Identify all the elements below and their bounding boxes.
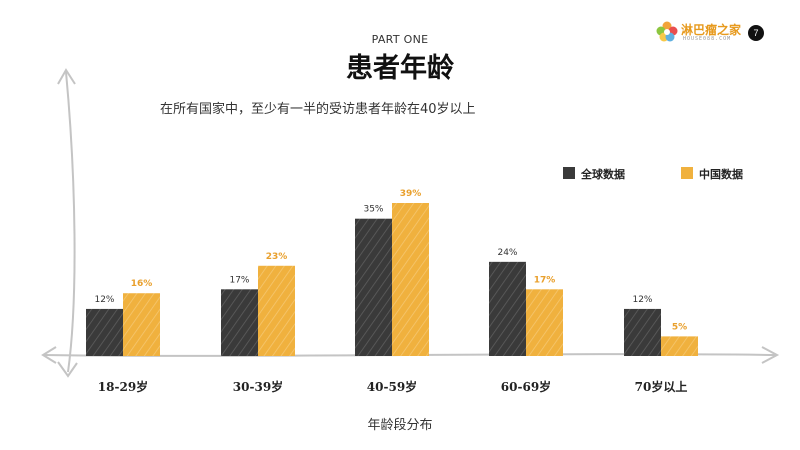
logo-tagline: HOUSE088.COM — [683, 36, 732, 42]
x-tick-label-5: 70岁以上 — [635, 379, 688, 394]
page-subtitle: 在所有国家中，至少有一半的受访患者年龄在40岁以上 — [160, 102, 476, 117]
data-label-china-3: 39% — [400, 189, 422, 199]
bar-china-1 — [123, 293, 160, 356]
y-axis-arrow-bottom — [57, 361, 78, 378]
logo-flower-icon — [656, 21, 678, 42]
x-axis-arrow-right — [761, 346, 780, 364]
data-label-china-5: 5% — [672, 322, 687, 332]
data-label-china-1: 16% — [131, 279, 153, 289]
brand-logo: 淋巴瘤之家 HOUSE088.COM — [656, 20, 766, 46]
data-label-global-5: 12% — [632, 295, 652, 305]
x-axis-label: 年龄段分布 — [367, 418, 433, 433]
bar-global-4 — [489, 261, 526, 356]
data-label-global-1: 12% — [94, 295, 114, 305]
y-axis-line — [65, 71, 76, 373]
part-label: PART ONE — [371, 33, 429, 46]
bar-global-2 — [221, 289, 258, 356]
x-tick-label-3: 40-59岁 — [367, 379, 417, 394]
bar-china-5 — [661, 336, 698, 356]
bar-global-5 — [624, 308, 661, 356]
data-label-global-3: 35% — [363, 205, 383, 215]
bar-china-3 — [392, 203, 429, 356]
logo-name: 淋巴瘤之家 — [681, 23, 742, 37]
x-tick-label-2: 30-39岁 — [233, 379, 283, 394]
data-label-china-2: 23% — [266, 252, 288, 262]
legend-label-global: 全球数据 — [581, 168, 625, 181]
y-axis-arrow-top — [57, 68, 76, 85]
bar-china-4 — [526, 289, 563, 356]
x-tick-label-4: 60-69岁 — [501, 379, 551, 394]
page-title: 患者年龄 — [346, 53, 454, 84]
legend-swatch-china — [681, 167, 693, 179]
page-number-badge: 7 — [748, 25, 764, 41]
legend-swatch-global — [563, 167, 575, 179]
x-tick-label-1: 18-29岁 — [98, 379, 148, 394]
data-label-global-4: 24% — [497, 248, 517, 258]
bar-global-1 — [86, 308, 123, 356]
data-label-china-4: 17% — [534, 275, 556, 285]
data-label-global-2: 17% — [229, 275, 249, 285]
bar-china-2 — [258, 265, 295, 356]
bar-global-3 — [355, 218, 392, 356]
legend-label-china: 中国数据 — [699, 168, 743, 181]
x-axis-arrow-left — [41, 346, 57, 364]
